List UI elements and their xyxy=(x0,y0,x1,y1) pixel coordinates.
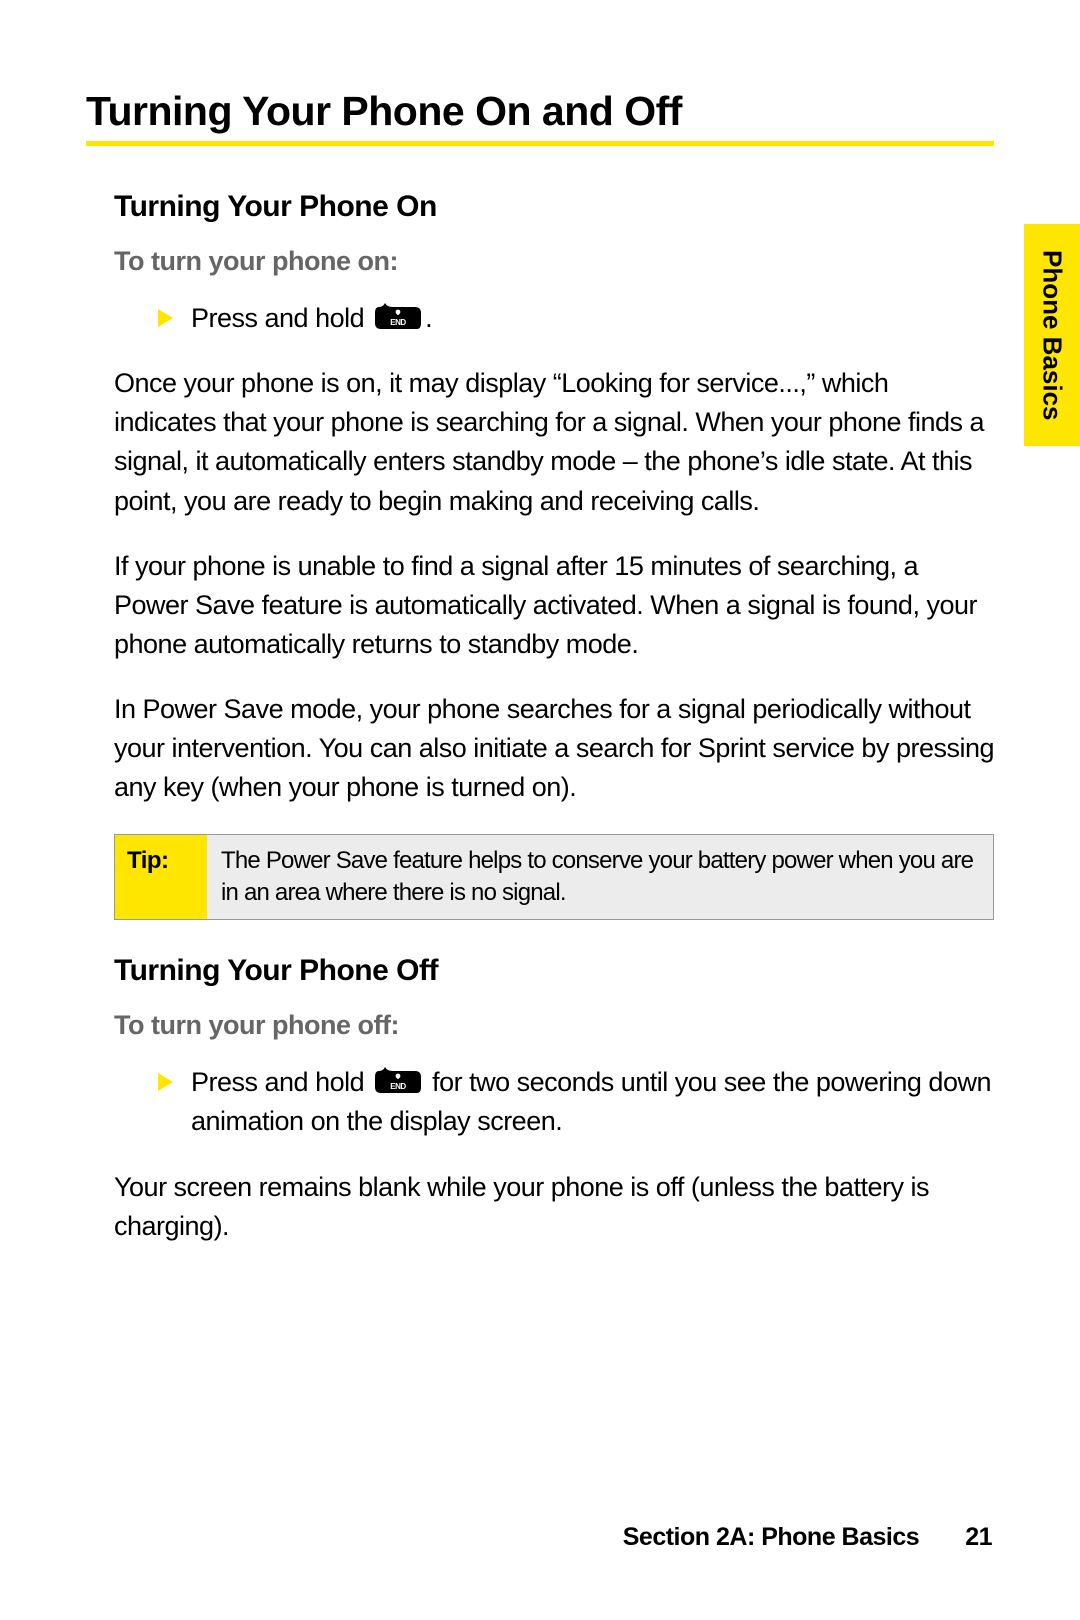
para-on-1: Once your phone is on, it may display “L… xyxy=(114,364,994,521)
bullet-text-on: Press and hold END. xyxy=(191,299,994,338)
bullet-text-off: Press and hold END for two seconds until… xyxy=(191,1063,994,1141)
tip-label: Tip: xyxy=(115,835,207,920)
svg-text:END: END xyxy=(390,1082,406,1091)
step-label-on: To turn your phone on: xyxy=(114,246,994,277)
bullet-off-pre: Press and hold xyxy=(191,1067,371,1097)
bullet-on: Press and hold END. xyxy=(114,299,994,338)
triangle-bullet-icon xyxy=(158,1073,173,1091)
svg-text:END: END xyxy=(390,318,406,327)
body-off: Your screen remains blank while your pho… xyxy=(114,1168,994,1246)
manual-page: Phone Basics Turning Your Phone On and O… xyxy=(0,0,1080,1620)
end-key-icon: END xyxy=(373,1067,423,1095)
triangle-bullet-icon xyxy=(158,309,173,327)
para-on-2: If your phone is unable to find a signal… xyxy=(114,547,994,664)
footer-section: Section 2A: Phone Basics xyxy=(623,1523,919,1551)
content: Turning Your Phone On To turn your phone… xyxy=(86,190,994,1246)
bullet-on-pre: Press and hold xyxy=(191,303,371,333)
body-on: Once your phone is on, it may display “L… xyxy=(114,364,994,807)
side-tab-label: Phone Basics xyxy=(1037,250,1068,421)
step-label-off: To turn your phone off: xyxy=(114,1010,994,1041)
heading-phone-on: Turning Your Phone On xyxy=(114,190,994,224)
heading-phone-off: Turning Your Phone Off xyxy=(114,954,994,988)
bullet-off: Press and hold END for two seconds until… xyxy=(114,1063,994,1141)
end-key-icon: END xyxy=(373,303,423,331)
para-off-1: Your screen remains blank while your pho… xyxy=(114,1168,994,1246)
bullet-on-post: . xyxy=(425,303,432,333)
tip-box: Tip: The Power Save feature helps to con… xyxy=(114,834,994,921)
footer-page-number: 21 xyxy=(965,1523,992,1551)
para-on-3: In Power Save mode, your phone searches … xyxy=(114,690,994,807)
tip-text: The Power Save feature helps to conserve… xyxy=(207,835,993,920)
page-footer: Section 2A: Phone Basics 21 xyxy=(623,1523,992,1552)
side-tab: Phone Basics xyxy=(1024,224,1080,446)
page-title: Turning Your Phone On and Off xyxy=(86,88,994,146)
